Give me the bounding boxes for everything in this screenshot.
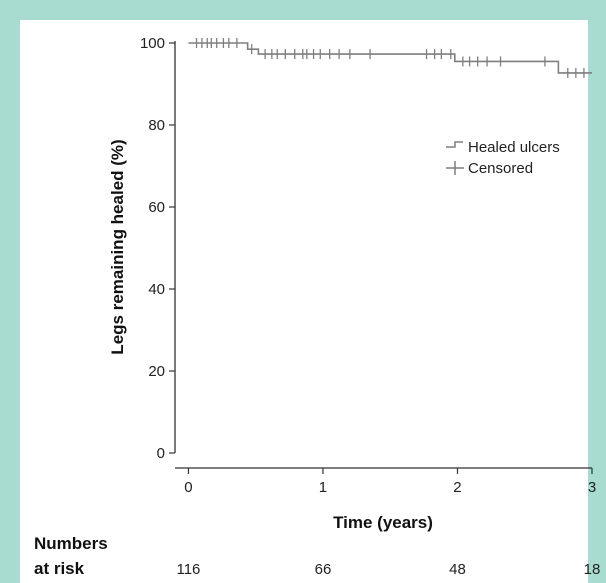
risk-value: 18 <box>584 561 601 578</box>
x-tick-label: 3 <box>588 479 596 496</box>
x-tick-label: 2 <box>453 479 461 496</box>
legend-label-censored: Censored <box>468 160 533 177</box>
y-axis-title: Legs remaining healed (%) <box>108 139 127 354</box>
legend-step-symbol <box>446 141 463 148</box>
series-layer <box>188 38 592 78</box>
axes <box>174 41 592 469</box>
risk-value: 116 <box>176 561 200 578</box>
chart-panel <box>20 20 588 583</box>
x-axis-ticks: 0 1 2 3 <box>184 468 596 496</box>
risk-heading-line2: at risk <box>34 559 85 578</box>
y-tick-label: 40 <box>148 281 165 298</box>
risk-value: 66 <box>315 561 332 578</box>
y-axis-ticks: 0 20 40 60 80 100 <box>140 35 175 462</box>
y-tick-label: 60 <box>148 199 165 216</box>
risk-values: 116 66 48 18 <box>176 561 600 578</box>
y-tick-label: 20 <box>148 363 165 380</box>
y-tick-label: 100 <box>140 35 165 52</box>
x-tick-label: 1 <box>319 479 327 496</box>
survival-curve <box>188 42 592 74</box>
x-axis-title: Time (years) <box>333 513 433 532</box>
risk-value: 48 <box>449 561 466 578</box>
x-tick-label: 0 <box>184 479 192 496</box>
risk-heading-line1: Numbers <box>34 534 108 553</box>
legend-label-healed: Healed ulcers <box>468 139 560 156</box>
legend: Healed ulcers Censored <box>446 139 560 177</box>
numbers-at-risk-table: Numbers at risk 116 66 48 18 <box>34 534 600 578</box>
y-tick-label: 80 <box>148 117 165 134</box>
y-tick-label: 0 <box>157 445 165 462</box>
